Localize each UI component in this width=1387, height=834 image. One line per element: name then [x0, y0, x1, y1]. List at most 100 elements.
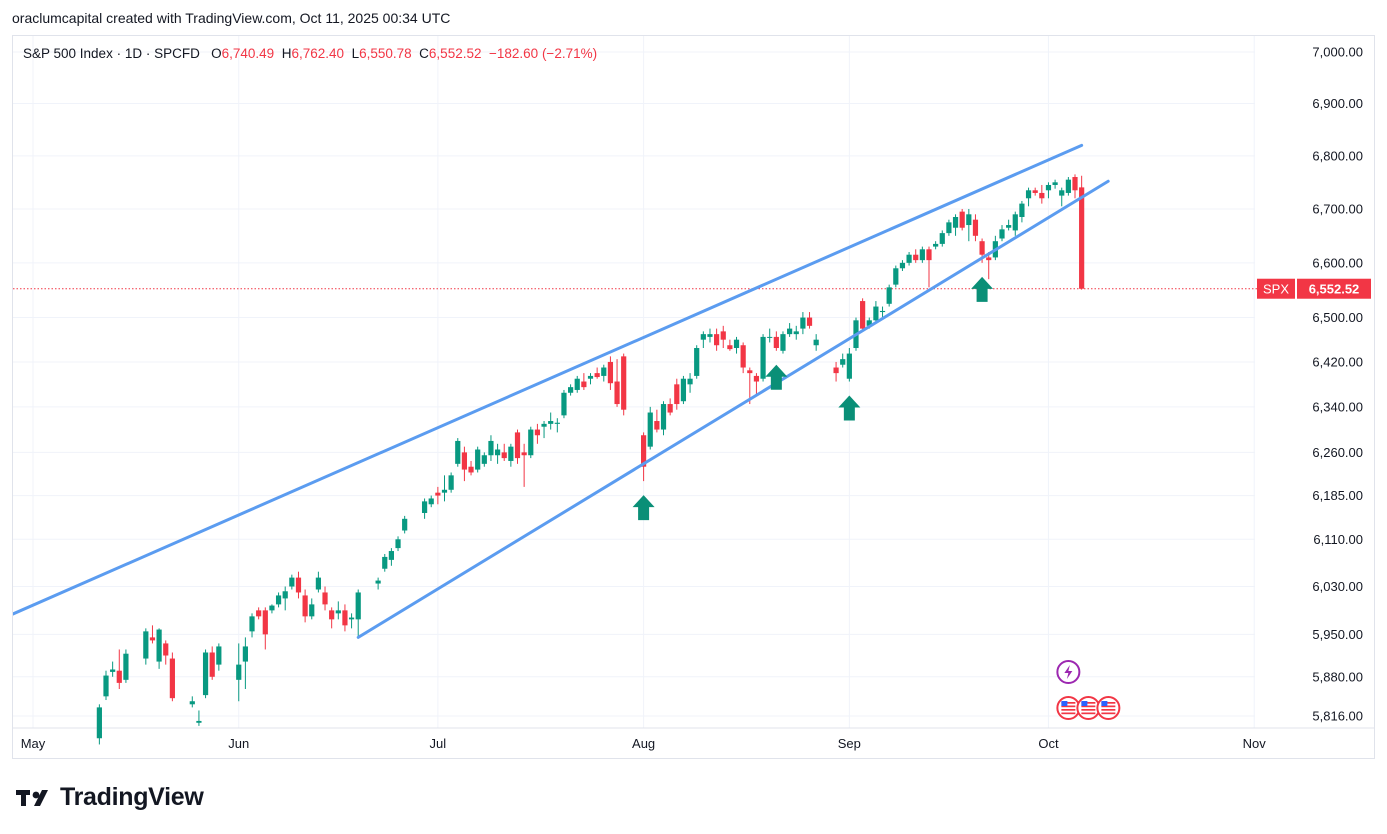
candle-body: [674, 384, 680, 405]
candle-body: [714, 334, 720, 346]
candle: [793, 325, 799, 340]
candle: [806, 312, 813, 329]
candle-body: [548, 421, 554, 424]
candle: [216, 643, 222, 671]
candle: [269, 604, 275, 614]
candle: [966, 208, 972, 242]
price-tick-label: 6,420.00: [1312, 354, 1363, 369]
candle: [302, 589, 308, 623]
candle-body: [329, 610, 335, 620]
candle-body: [196, 720, 202, 723]
price-chart[interactable]: 7,000.00 6,900.00 6,800.00 6,700.00 6,600.00…: [13, 36, 1374, 758]
candle-body: [1039, 192, 1045, 199]
candle-body: [435, 492, 441, 496]
candle-body: [202, 652, 209, 696]
candle-body: [747, 370, 753, 374]
candle-body: [521, 452, 527, 456]
candle: [694, 345, 700, 379]
candle: [700, 331, 706, 349]
candle-body: [687, 378, 693, 385]
candle: [329, 607, 335, 629]
candle-body: [335, 610, 341, 614]
candle: [355, 589, 361, 638]
candle-body: [581, 381, 587, 388]
candle: [388, 548, 394, 566]
support-arrow-icon: [765, 364, 788, 390]
candle-body: [979, 241, 985, 255]
candle: [846, 348, 852, 382]
candle-body: [1032, 190, 1038, 193]
us-flag-event-icon: [1076, 696, 1101, 720]
lightning-event-icon: [1056, 660, 1081, 684]
candle-body: [315, 577, 321, 590]
candle: [322, 586, 328, 611]
price-tick-label: 6,260.00: [1312, 445, 1363, 460]
candle-body: [780, 334, 786, 351]
candle: [660, 401, 667, 436]
candle-body: [541, 423, 547, 427]
candle-body: [1052, 182, 1058, 185]
candle-body: [680, 378, 687, 402]
candle: [587, 373, 594, 385]
time-tick-label: May: [21, 736, 46, 751]
candle-body: [508, 446, 514, 461]
candle: [461, 446, 468, 482]
candle: [501, 443, 507, 461]
price-tick-label: 5,816.00: [1312, 709, 1363, 724]
candle: [455, 438, 461, 467]
support-arrow-icon: [632, 495, 655, 521]
candle: [913, 249, 919, 263]
candle-body: [773, 336, 779, 349]
candle-body: [275, 595, 282, 605]
candle: [674, 378, 680, 410]
candle-body: [840, 359, 846, 365]
price-tick-label: 6,700.00: [1312, 201, 1363, 216]
candle: [607, 356, 614, 390]
candle-body: [1045, 184, 1052, 191]
candle-body: [939, 233, 945, 244]
candle-body: [402, 518, 408, 531]
candle: [594, 367, 600, 379]
candle: [1072, 174, 1078, 199]
candle: [1019, 200, 1025, 223]
candle: [1006, 219, 1012, 231]
candle-body: [116, 670, 122, 683]
candle: [249, 613, 255, 638]
candle: [720, 325, 726, 349]
candle-body: [395, 539, 401, 549]
candle: [740, 342, 746, 374]
price-axis: 7,000.00 6,900.00 6,800.00 6,700.00 6,600.00…: [1312, 45, 1363, 724]
tradingview-logo[interactable]: TradingView: [16, 783, 204, 812]
candle-body: [421, 501, 428, 513]
candle-body: [163, 643, 169, 656]
candle: [143, 628, 149, 665]
open-value: 6,740.49: [221, 46, 275, 61]
last-price-tag: SPX 6,552.52: [1257, 278, 1371, 299]
candle-body: [906, 254, 912, 263]
candle-body: [123, 653, 129, 680]
candle: [767, 328, 773, 343]
candle: [475, 446, 481, 473]
candle-body: [787, 328, 793, 335]
candle: [972, 214, 979, 242]
candle: [103, 670, 109, 701]
chart-area[interactable]: S&P 500 Index · 1D · SPCFD O6,740.49 H6,…: [12, 35, 1375, 759]
candle: [933, 241, 939, 250]
candle: [667, 398, 673, 416]
candle-body: [933, 243, 939, 247]
change-value: −182.60 (−2.71%): [489, 46, 598, 61]
candle-body: [282, 591, 288, 599]
candle-body: [514, 432, 521, 459]
candle-body: [388, 551, 394, 560]
tradingview-logo-text: TradingView: [60, 783, 204, 811]
candle: [893, 265, 899, 288]
candle-body: [833, 367, 839, 374]
candle: [833, 361, 839, 382]
candle-body: [289, 577, 295, 587]
candle: [813, 334, 819, 351]
close-value: 6,552.52: [428, 46, 482, 61]
candle: [275, 592, 282, 608]
candle: [926, 246, 932, 288]
candle: [382, 553, 388, 572]
candle-body: [999, 229, 1005, 239]
